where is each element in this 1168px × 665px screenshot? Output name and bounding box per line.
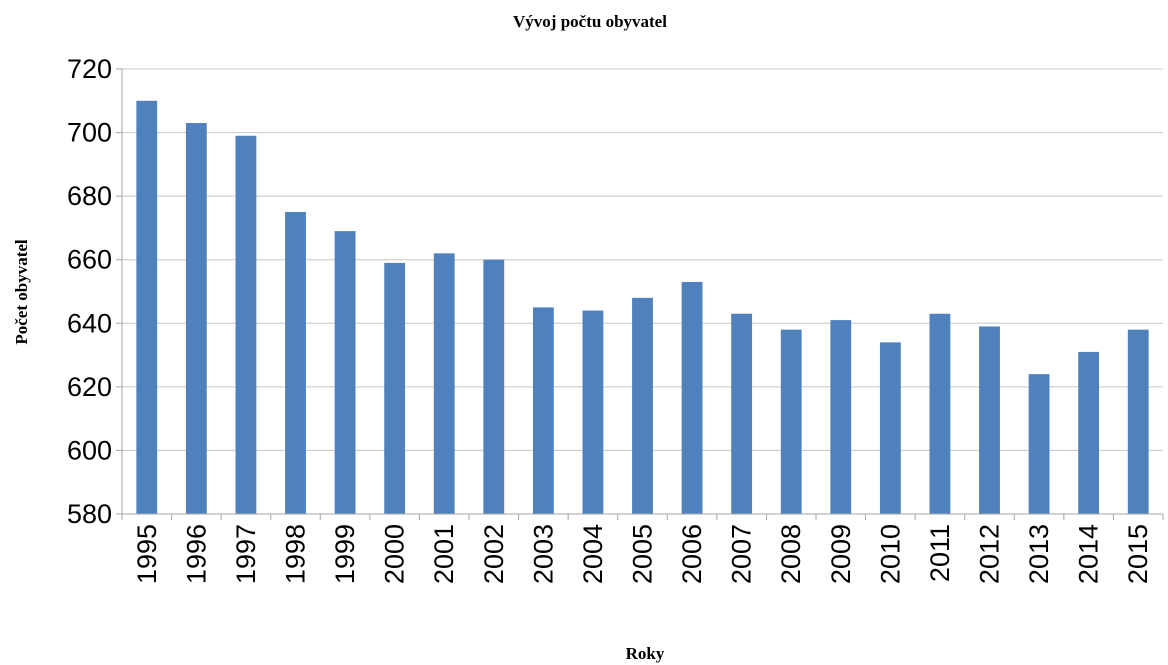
y-tick-label: 580	[67, 499, 112, 529]
y-axis-ticks: 580 600 620 640 660 680 700 720	[67, 54, 122, 529]
x-tick-label: 2015	[1123, 524, 1153, 584]
x-tick-label: 2000	[380, 524, 410, 584]
y-tick-label: 660	[67, 245, 112, 275]
y-tick-label: 680	[67, 181, 112, 211]
x-tick-label: 2006	[677, 524, 707, 584]
x-tick-label: 2010	[875, 524, 905, 584]
bar-2010	[879, 342, 901, 514]
bar-2014	[1078, 351, 1100, 514]
x-tick-label: 2014	[1074, 524, 1104, 584]
bar-2002	[483, 259, 505, 514]
x-tick-label: 1998	[281, 524, 311, 584]
bar-2004	[582, 310, 604, 514]
x-tick-label: 2001	[429, 524, 459, 584]
bar-2013	[1028, 374, 1050, 514]
y-tick-label: 700	[67, 118, 112, 148]
bar-2009	[830, 320, 852, 514]
y-tick-label: 720	[67, 54, 112, 84]
y-tick-label: 620	[67, 372, 112, 402]
x-tick-label: 2013	[1024, 524, 1054, 584]
y-axis-label: Počet obyvatel	[12, 239, 31, 345]
x-tick-label: 2008	[776, 524, 806, 584]
x-tick-label: 2009	[826, 524, 856, 584]
bar-1995	[136, 100, 158, 515]
x-tick-label: 1996	[181, 524, 211, 584]
x-tick-label: 2012	[975, 524, 1005, 584]
bar-1996	[185, 123, 207, 515]
bar-2006	[681, 281, 703, 514]
x-tick-label: 2011	[925, 524, 955, 582]
bar-1998	[285, 212, 306, 515]
bar-2005	[632, 297, 653, 514]
bar-2015	[1127, 329, 1149, 514]
bar-1997	[235, 135, 257, 514]
x-axis-label: Roky	[626, 644, 665, 663]
y-tick-label: 600	[67, 435, 112, 465]
x-tick-label: 1995	[132, 524, 162, 584]
x-tick-label: 1997	[231, 524, 261, 584]
y-tick-label: 640	[67, 308, 112, 338]
x-tick-label: 2003	[528, 524, 558, 584]
x-tick-label: 2007	[727, 524, 757, 584]
bar-2000	[384, 262, 406, 514]
chart-title: Vývoj počtu obyvatel	[513, 12, 667, 31]
bar-2007	[731, 313, 753, 514]
x-tick-label: 2004	[578, 524, 608, 584]
x-tick-label: 2005	[628, 524, 658, 584]
bar-2001	[433, 253, 455, 514]
bars	[136, 100, 1149, 515]
x-tick-label: 1999	[330, 524, 360, 584]
x-axis-ticks: 1995 1996 1997 1998 1999 2000 2001 2002 2003 2004…	[121, 514, 1164, 584]
bar-2008	[780, 329, 802, 514]
bar-2012	[979, 326, 1000, 514]
bar-2003	[532, 307, 554, 514]
bar-1999	[334, 231, 356, 514]
x-tick-label: 2002	[479, 524, 509, 584]
axes	[121, 69, 1163, 515]
bar-2011	[929, 313, 951, 514]
